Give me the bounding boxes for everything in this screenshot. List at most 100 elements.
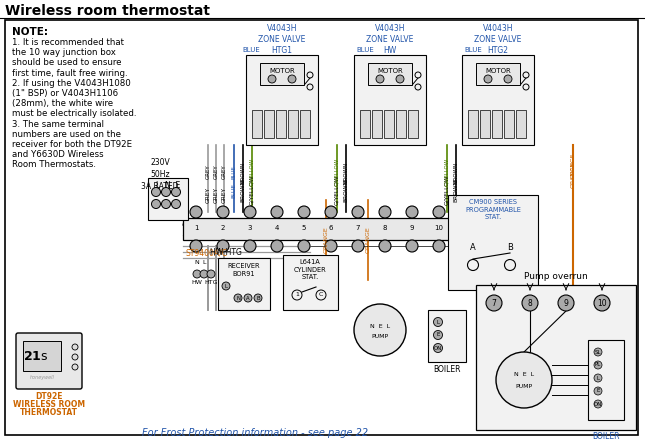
Text: B: B bbox=[256, 295, 260, 300]
Circle shape bbox=[594, 295, 610, 311]
Text: G/YELLOW: G/YELLOW bbox=[250, 158, 255, 186]
Text: 7: 7 bbox=[356, 225, 361, 231]
Bar bbox=[384, 110, 394, 138]
Circle shape bbox=[594, 400, 602, 408]
Bar bbox=[492, 110, 502, 138]
Text: G/YELLOW: G/YELLOW bbox=[444, 158, 450, 186]
Text: ORANGE: ORANGE bbox=[324, 227, 328, 253]
Text: BROWN: BROWN bbox=[241, 178, 246, 202]
Text: receiver for both the DT92E: receiver for both the DT92E bbox=[12, 140, 132, 149]
Bar bbox=[246, 55, 318, 145]
Bar bbox=[252, 110, 262, 138]
Circle shape bbox=[486, 295, 502, 311]
Text: BROWN: BROWN bbox=[344, 161, 348, 183]
Text: MOTOR: MOTOR bbox=[269, 68, 295, 74]
Circle shape bbox=[152, 187, 161, 197]
Text: 8: 8 bbox=[382, 225, 387, 231]
Text: BROWN: BROWN bbox=[241, 161, 246, 183]
Text: N: N bbox=[195, 260, 199, 265]
Text: 4: 4 bbox=[275, 225, 279, 231]
Circle shape bbox=[594, 361, 602, 369]
Text: Wireless room thermostat: Wireless room thermostat bbox=[5, 4, 210, 18]
Text: BROWN: BROWN bbox=[453, 178, 459, 202]
Circle shape bbox=[288, 75, 296, 83]
Text: PL: PL bbox=[595, 363, 601, 367]
Circle shape bbox=[298, 240, 310, 252]
Text: G/YELLOW: G/YELLOW bbox=[335, 175, 339, 205]
Circle shape bbox=[352, 240, 364, 252]
Text: ORANGE: ORANGE bbox=[570, 152, 575, 178]
Text: 2: 2 bbox=[221, 225, 225, 231]
Text: (28mm), the white wire: (28mm), the white wire bbox=[12, 99, 113, 108]
Text: C: C bbox=[319, 292, 323, 298]
Text: N  E  L: N E L bbox=[370, 324, 390, 329]
Text: honeywell: honeywell bbox=[30, 375, 54, 380]
Circle shape bbox=[433, 343, 442, 353]
Circle shape bbox=[254, 294, 262, 302]
Text: V4043H
ZONE VALVE
HTG2: V4043H ZONE VALVE HTG2 bbox=[474, 24, 522, 55]
Bar bbox=[360, 110, 370, 138]
Text: G/YELLOW: G/YELLOW bbox=[250, 175, 255, 205]
Text: BLUE: BLUE bbox=[232, 182, 237, 198]
Text: (1" BSP) or V4043H1106: (1" BSP) or V4043H1106 bbox=[12, 89, 118, 98]
Circle shape bbox=[433, 317, 442, 326]
Text: 9: 9 bbox=[564, 299, 568, 308]
Text: E: E bbox=[436, 333, 440, 337]
Circle shape bbox=[376, 75, 384, 83]
Text: Pump overrun: Pump overrun bbox=[524, 272, 588, 281]
Bar bbox=[260, 63, 304, 85]
Circle shape bbox=[406, 240, 418, 252]
Text: the 10 way junction box: the 10 way junction box bbox=[12, 48, 116, 57]
Text: For Frost Protection information - see page 22: For Frost Protection information - see p… bbox=[142, 428, 368, 438]
Circle shape bbox=[496, 352, 552, 408]
Circle shape bbox=[244, 240, 256, 252]
Text: Room Thermostats.: Room Thermostats. bbox=[12, 160, 96, 169]
Bar bbox=[183, 218, 453, 240]
Circle shape bbox=[298, 206, 310, 218]
Bar bbox=[372, 110, 382, 138]
Text: BROWN: BROWN bbox=[344, 178, 348, 202]
Bar bbox=[276, 110, 286, 138]
Text: ORANGE: ORANGE bbox=[570, 162, 575, 188]
Text: BROWN: BROWN bbox=[453, 161, 459, 183]
Circle shape bbox=[190, 206, 202, 218]
Circle shape bbox=[190, 240, 202, 252]
Bar bbox=[462, 55, 534, 145]
Text: BLUE: BLUE bbox=[232, 165, 237, 179]
Text: GREY: GREY bbox=[221, 164, 226, 179]
Text: N  E  L: N E L bbox=[514, 372, 534, 378]
FancyBboxPatch shape bbox=[16, 333, 82, 389]
Text: 5: 5 bbox=[302, 225, 306, 231]
Circle shape bbox=[352, 206, 364, 218]
Text: A: A bbox=[470, 243, 476, 252]
Bar bbox=[476, 63, 520, 85]
Circle shape bbox=[558, 295, 574, 311]
Text: ST9400A/C: ST9400A/C bbox=[185, 248, 227, 257]
Circle shape bbox=[161, 187, 170, 197]
Circle shape bbox=[172, 199, 181, 208]
Text: SL: SL bbox=[595, 350, 601, 354]
Text: 7: 7 bbox=[491, 299, 497, 308]
Text: A: A bbox=[246, 295, 250, 300]
Circle shape bbox=[271, 206, 283, 218]
Circle shape bbox=[354, 304, 406, 356]
Text: G/YELLOW: G/YELLOW bbox=[444, 175, 450, 205]
Text: BOILER: BOILER bbox=[592, 432, 620, 441]
Circle shape bbox=[379, 240, 391, 252]
Text: and Y6630D Wireless: and Y6630D Wireless bbox=[12, 150, 104, 159]
Circle shape bbox=[433, 330, 442, 340]
Bar bbox=[23, 341, 61, 371]
Text: MOTOR: MOTOR bbox=[485, 68, 511, 74]
Bar bbox=[288, 110, 298, 138]
Circle shape bbox=[200, 270, 208, 278]
Text: first time, fault free wiring.: first time, fault free wiring. bbox=[12, 68, 128, 78]
Text: 1: 1 bbox=[295, 292, 299, 298]
Text: BLUE: BLUE bbox=[464, 47, 482, 53]
Text: should be used to ensure: should be used to ensure bbox=[12, 59, 121, 67]
Bar bbox=[408, 110, 418, 138]
Text: L  N  E: L N E bbox=[156, 181, 180, 190]
Text: GREY: GREY bbox=[206, 187, 210, 203]
Bar bbox=[588, 340, 624, 420]
Text: numbers are used on the: numbers are used on the bbox=[12, 130, 121, 139]
Text: 6: 6 bbox=[329, 225, 333, 231]
